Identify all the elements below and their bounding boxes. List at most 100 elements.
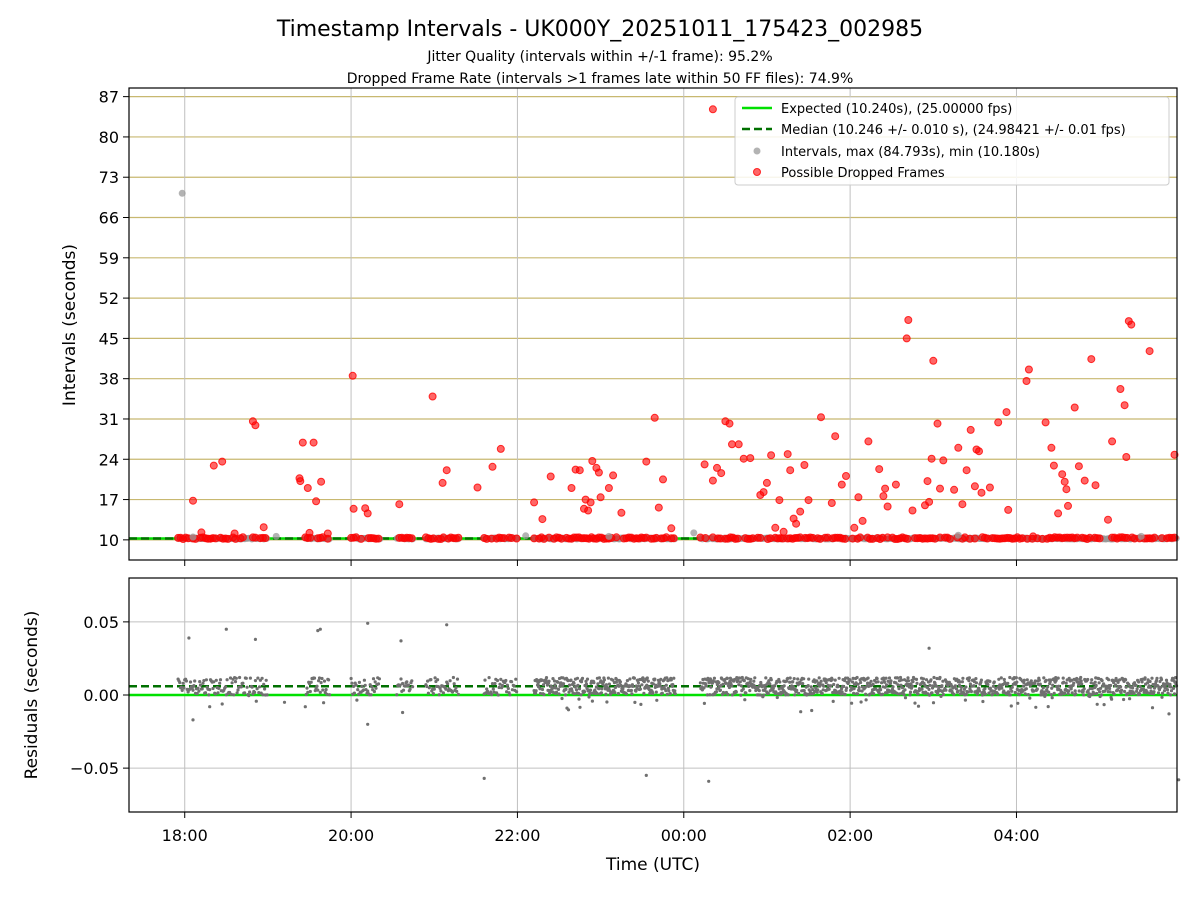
residual-point [988,679,992,684]
dropped-frame-point [617,508,626,517]
residual-point [1086,677,1090,682]
residual-point [606,676,611,680]
residual-point [962,687,967,691]
dropped-frame-point [454,533,463,542]
residual-point [1098,690,1102,694]
legend-intervals-swatch [753,147,761,155]
residual-point [1054,678,1058,683]
residual-point [372,689,376,694]
residual-point [181,681,185,685]
residual-point [1000,686,1004,690]
residual-point [928,683,932,688]
residual-point [431,692,435,696]
residual-point [233,680,238,684]
residual-point [579,693,583,697]
residual-point [224,627,228,631]
residual-point [931,684,935,688]
residual-point [653,677,657,681]
dropped-frame-point [717,469,726,478]
residual-point [561,682,566,686]
dropped-frame-point [856,533,865,542]
dropped-frame-point [804,496,813,505]
residual-point [1021,684,1025,688]
residual-point [895,676,900,680]
residual-point [911,680,915,684]
residual-point [483,678,487,682]
dropped-frame-point [303,484,312,492]
residual-point [196,686,200,690]
residual-point [1051,683,1055,687]
residual-point [1061,676,1065,680]
dropped-frame-point [891,480,900,489]
residual-point [972,684,976,688]
residual-point [875,677,879,681]
dropped-frame-point [908,506,917,515]
bottom-plot-frame [128,577,1178,813]
residual-point [553,683,557,687]
residual-point [906,679,911,683]
residual-point [816,688,820,692]
residual-point [709,685,713,689]
residual-point [319,681,323,685]
residual-point [577,687,582,691]
residual-point [327,678,331,682]
residual-point [574,688,579,692]
residual-point [362,688,366,692]
dropped-frame-point [407,534,416,543]
residual-point [1066,692,1070,696]
residual-point [619,683,623,688]
residual-point [1025,678,1029,682]
residual-point [842,684,846,689]
dropped-frame-point [1064,501,1072,510]
dropped-frame-point [903,534,912,543]
residual-point [1026,693,1030,697]
dropped-frame-point [775,496,784,505]
residual-point [260,676,264,680]
residual-point [1155,676,1159,680]
residual-point [983,692,988,696]
residual-point [959,688,963,693]
residual-point [1168,693,1173,697]
residual-point [572,681,576,685]
residual-point [749,677,753,681]
residual-point [974,681,979,685]
residual-point [235,691,239,695]
residual-point [736,679,740,683]
dropped-frame-point [827,499,836,507]
residual-point [213,692,218,696]
dropped-frame-point [1091,481,1100,490]
residual-point [635,687,639,691]
residual-point [225,678,229,682]
residual-point [618,680,623,684]
residual-point [1015,680,1019,684]
residual-point [908,693,912,697]
dropped-frame-point [786,466,795,475]
residual-point [455,677,460,681]
residual-point [1069,687,1073,691]
residual-point [1080,682,1084,686]
residual-point [505,690,509,694]
interval-point [522,532,530,540]
residual-point [1128,697,1132,701]
residual-point [1171,686,1176,691]
dropped-frame-point [189,496,197,505]
dropped-frame-point [1022,377,1031,385]
residual-point [263,687,267,691]
dropped-frame-point [1041,418,1050,427]
residual-point [308,689,312,694]
dropped-frame-point [746,454,755,463]
residual-point [322,701,326,705]
residual-point [763,686,767,690]
residual-point [195,692,199,696]
residual-point [930,691,934,695]
interval-point [178,189,186,197]
dropped-frame-point [1095,534,1104,543]
residual-point [438,686,442,691]
residual-point [1032,689,1036,693]
dropped-frame-point [725,419,734,428]
residual-point [983,687,987,691]
residual-point [1094,683,1098,688]
residual-point [1095,691,1099,696]
residual-point [775,695,779,700]
dropped-frame-point [669,534,678,543]
